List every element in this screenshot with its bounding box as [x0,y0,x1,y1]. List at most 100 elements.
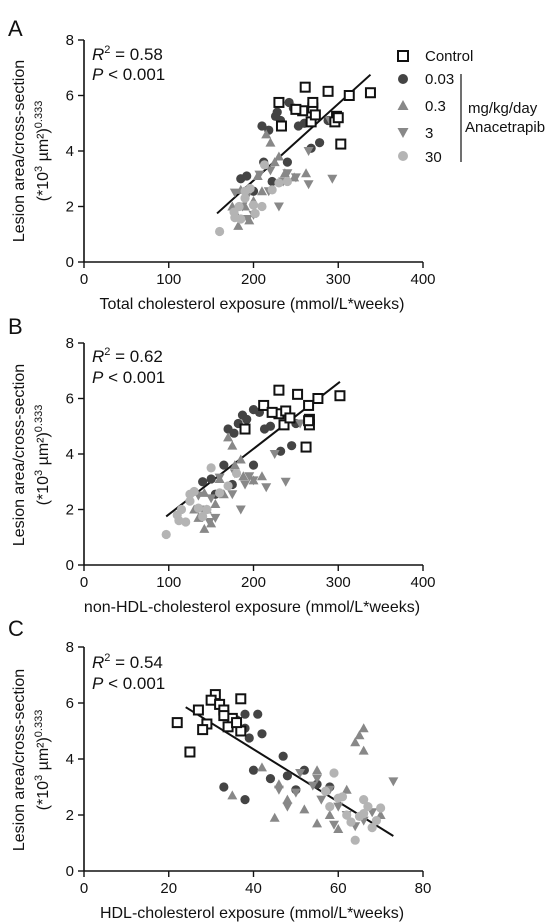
data-point-circle [248,460,259,470]
axes: 0 20 40 60 80 0 2 4 6 8 [66,639,432,897]
data-point-triangle-down [295,769,306,778]
data-point-circle-light [337,792,348,802]
data-point-circle-light [234,201,244,212]
data-point-circle-light [185,496,195,506]
data-point-circle-light [320,786,331,796]
data-point-circle-light [359,795,369,805]
data-point-triangle-down [388,777,399,787]
data-point-triangle-down [273,785,284,795]
data-point-circle-light [363,802,373,812]
data-point-circle [282,771,292,781]
y-tick-label: 0 [66,863,74,880]
data-point-circle-light [198,511,208,522]
data-point-triangle-down [261,483,272,493]
data-point-circle-light [274,178,284,188]
y-axis-label-line1: Lesion area/cross-section [11,364,28,546]
data-point-square [334,390,346,402]
y-tick-label: 6 [66,695,74,712]
y-tick-label: 8 [66,335,74,352]
data-point-triangle-up [358,723,369,733]
data-point-triangle-down [265,166,276,176]
y-axis-label-line2: (*103 µm²)0.333 [33,710,52,811]
data-point-triangle-up [238,471,249,481]
data-point-circle-light [215,488,225,498]
axes: 0 100 200 300 400 0 2 4 6 8 [66,32,436,288]
panel-label: B [8,314,23,339]
x-tick-label: 100 [156,574,181,591]
p-value-annotation: P < 0.001 [92,368,165,387]
data-point-circle-light [350,835,360,845]
data-point-circle [248,765,259,775]
data-point-triangle-up [227,790,238,800]
panel-label: C [8,616,24,641]
data-point-square [303,399,315,411]
data-point-triangle-down [282,169,293,179]
data-point-circle-light [230,213,240,223]
legend-item-control: Control [397,48,473,65]
data-point-circle [223,424,233,434]
data-point-square [258,399,270,411]
y-tick-label: 0 [66,557,74,574]
circle-marker-icon [398,74,408,84]
data-points [171,689,399,845]
data-point-triangle-up [199,523,210,533]
data-point-triangle-up [210,498,221,508]
x-tick-label: 0 [80,574,88,591]
data-point-triangle-up [229,460,240,470]
data-point-triangle-up [261,129,272,139]
data-point-square [290,103,302,115]
y-tick-label: 4 [66,143,74,160]
data-point-circle-light [250,208,260,219]
y-tick-label: 2 [66,199,74,216]
data-point-circle-light [202,504,212,515]
data-point-circle-light [282,176,292,187]
r-squared-annotation: R2 = 0.62 [92,346,163,366]
square-marker-icon [397,50,409,62]
x-tick-label: 40 [245,880,262,897]
data-point-circle-light [240,193,250,203]
data-point-square [266,406,278,418]
data-point-triangle-up [269,812,280,822]
data-point-square [307,96,319,108]
data-point-circle-light [367,823,377,833]
data-point-circle [282,157,292,167]
svg-text:3: 3 [425,125,433,142]
x-axis-label: Total cholesterol exposure (mmol/L*weeks… [99,296,404,313]
legend-drug-name: Anacetrapib [465,119,545,136]
data-point-square [218,710,230,722]
data-point-circle [240,795,250,805]
svg-text:Control: Control [425,48,473,65]
x-tick-label: 300 [326,574,351,591]
data-point-square [278,419,290,431]
data-point-triangle-up [233,220,244,230]
x-axis-label: non-HDL-cholesterol exposure (mmol/L*wee… [84,599,420,616]
data-point-square [364,87,376,99]
data-point-triangle-up [223,432,234,442]
data-point-circle [278,751,288,761]
data-point-triangle-up [265,137,276,147]
x-tick-label: 0 [80,271,88,288]
data-point-triangle-up [256,762,267,772]
data-point-circle [242,414,252,424]
data-point-triangle-down [316,795,327,805]
data-point-circle-light [161,529,171,540]
data-point-circle [253,709,263,719]
data-point-square [312,393,324,404]
data-point-triangle-down [235,505,246,515]
data-point-circle-light [329,768,339,778]
y-axis-label-line1: Lesion area/cross-section [11,669,28,851]
p-value-annotation: P < 0.001 [92,65,165,84]
data-point-triangle-down [214,473,225,483]
y-tick-label: 6 [66,88,74,105]
data-point-triangle-down [254,170,265,180]
data-point-triangle-down [290,788,301,798]
data-point-triangle-down [327,174,338,184]
data-point-circle-light [174,516,184,526]
data-point-square [309,109,321,121]
data-point-triangle-down [333,802,344,812]
data-point-triangle-up [324,810,335,819]
data-point-circle [276,446,286,456]
p-value-annotation: P < 0.001 [92,674,165,693]
panel-label: A [8,16,23,41]
